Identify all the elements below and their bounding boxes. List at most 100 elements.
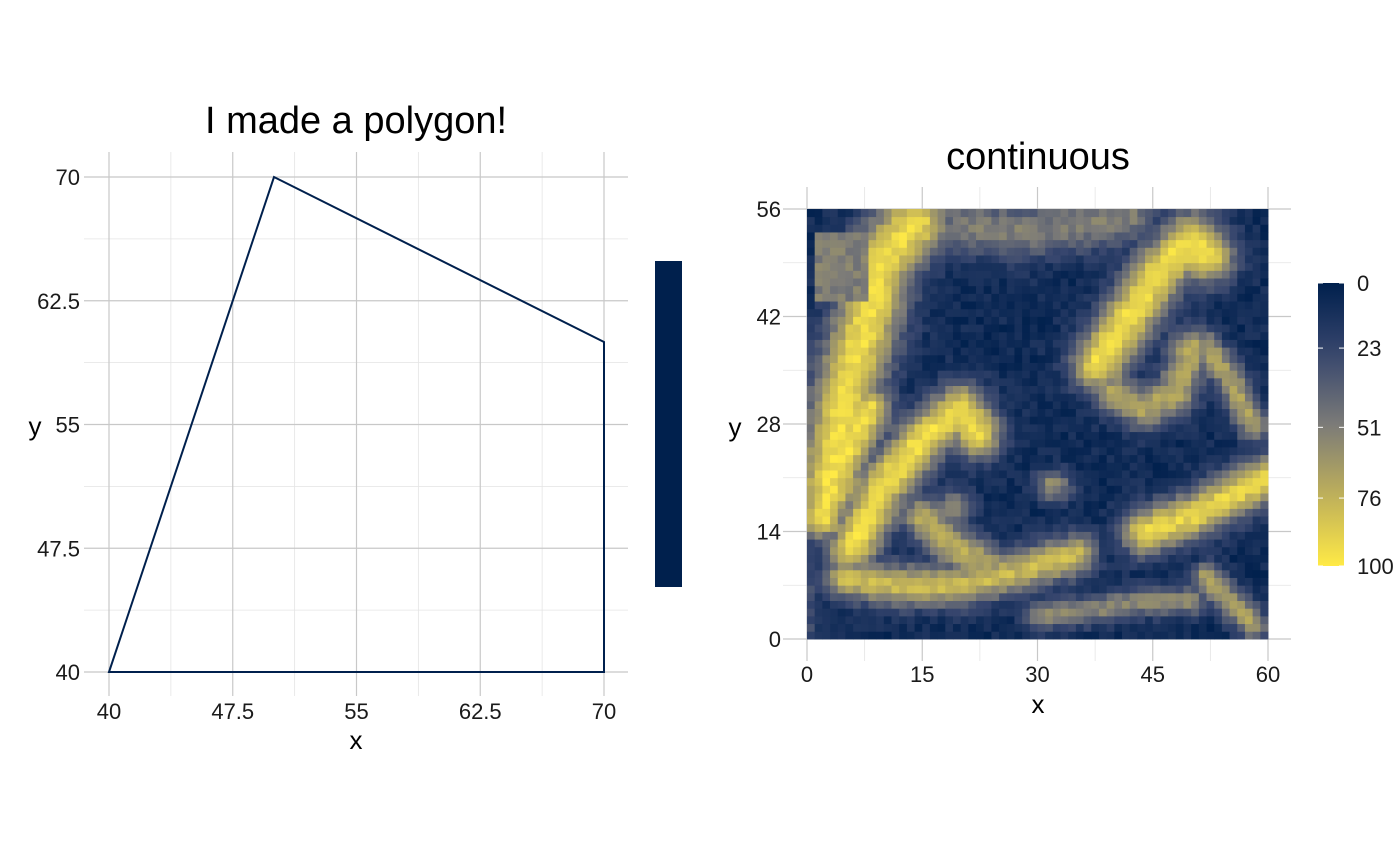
heatmap-cell xyxy=(1083,493,1092,502)
heatmap-cell xyxy=(860,308,869,317)
heatmap-cell xyxy=(1029,470,1038,479)
heatmap-cell xyxy=(845,608,854,617)
heatmap-cell xyxy=(860,454,869,463)
heatmap-cell xyxy=(952,447,962,456)
heatmap-cell xyxy=(1037,232,1046,241)
heatmap-cell xyxy=(1122,631,1131,640)
heatmap-cell xyxy=(906,301,915,310)
heatmap-cell xyxy=(1175,416,1184,425)
polygon-x-axis-title: x xyxy=(350,725,363,755)
heatmap-cell xyxy=(1006,516,1015,525)
heatmap-cell xyxy=(830,447,839,456)
heatmap-cell xyxy=(1183,615,1192,625)
heatmap-cell xyxy=(853,431,862,440)
heatmap-cell xyxy=(891,285,900,294)
heatmap-cell xyxy=(999,424,1008,433)
heatmap-cell xyxy=(1037,531,1046,540)
heatmap-cell xyxy=(1137,293,1146,302)
heatmap-cell xyxy=(1052,377,1061,387)
heatmap-cell xyxy=(1029,400,1038,410)
heatmap-cell xyxy=(807,431,816,440)
heatmap-cell xyxy=(1006,316,1015,325)
heatmap-cell xyxy=(914,531,923,540)
heatmap-cell xyxy=(999,324,1008,333)
heatmap-cell xyxy=(983,370,992,379)
heatmap-cell xyxy=(1060,585,1069,594)
heatmap-cell xyxy=(945,354,954,363)
heatmap-cell xyxy=(1045,224,1054,233)
heatmap-cell xyxy=(976,447,985,456)
heatmap-cell xyxy=(1106,623,1115,632)
heatmap-cell xyxy=(906,209,915,218)
heatmap-cell xyxy=(1160,631,1169,640)
heatmap-cell xyxy=(899,224,908,233)
heatmap-cell xyxy=(807,285,816,294)
heatmap-cell xyxy=(1006,370,1015,379)
heatmap-cell xyxy=(1014,308,1023,317)
heatmap-cell xyxy=(860,278,869,287)
heatmap-cell xyxy=(1083,615,1092,625)
heatmap-cell xyxy=(991,324,1000,333)
heatmap-cell xyxy=(899,370,908,379)
heatmap-cell xyxy=(999,493,1008,502)
heatmap-cell xyxy=(822,493,831,502)
heatmap-cell xyxy=(1129,293,1138,302)
heatmap-cell xyxy=(1014,569,1023,578)
heatmap-cell xyxy=(1175,470,1184,479)
heatmap-cell xyxy=(891,370,900,379)
polygon-title: I made a polygon! xyxy=(205,100,507,142)
heatmap-cell xyxy=(830,424,839,433)
heatmap-cell xyxy=(1014,477,1023,486)
heatmap-cell xyxy=(929,270,939,279)
heatmap-cell xyxy=(845,600,854,609)
heatmap-cell xyxy=(999,278,1008,287)
heatmap-cell xyxy=(999,508,1008,517)
heatmap-cell xyxy=(1083,239,1092,248)
heatmap-cell xyxy=(1237,331,1246,340)
heatmap-cell xyxy=(1037,339,1046,348)
heatmap-cell xyxy=(976,500,985,509)
heatmap-cell xyxy=(876,408,885,417)
heatmap-cell xyxy=(1129,408,1138,417)
heatmap-cell xyxy=(1052,331,1061,340)
heatmap-cell xyxy=(906,485,915,494)
heatmap-cell xyxy=(1068,485,1077,494)
heatmap-cell xyxy=(1152,278,1161,287)
heatmap-cell xyxy=(1160,439,1169,448)
heatmap-cell xyxy=(814,339,823,348)
heatmap-cell xyxy=(1191,623,1200,632)
heatmap-cell xyxy=(1260,354,1269,363)
heatmap-cell xyxy=(868,316,877,325)
heatmap-cell xyxy=(1191,232,1200,241)
heatmap-cell xyxy=(1191,216,1200,225)
heatmap-cell xyxy=(1006,232,1015,241)
heatmap-cell xyxy=(1198,623,1207,632)
heatmap-cell xyxy=(1168,354,1177,363)
heatmap-cell xyxy=(991,308,1000,317)
heatmap-cell xyxy=(1191,500,1200,509)
heatmap-cell xyxy=(1022,232,1031,241)
heatmap-cell xyxy=(883,239,892,248)
heatmap-cell xyxy=(1175,577,1184,586)
heatmap-cell xyxy=(1122,416,1131,425)
heatmap-cell xyxy=(937,262,946,271)
heatmap-cell xyxy=(1075,439,1084,448)
heatmap-cell xyxy=(968,270,977,279)
heatmap-cell xyxy=(1106,408,1115,417)
heatmap-cell xyxy=(899,247,908,256)
heatmap-cell xyxy=(983,308,992,317)
heatmap-cell xyxy=(906,470,915,479)
heatmap-cell xyxy=(937,362,946,371)
heatmap-cell xyxy=(1152,539,1161,548)
heatmap-cell xyxy=(1152,562,1161,571)
heatmap-cell xyxy=(1168,362,1177,371)
heatmap-cell xyxy=(876,592,885,602)
heatmap-cell xyxy=(1229,362,1238,371)
heatmap-cell xyxy=(837,493,846,502)
heatmap-cell xyxy=(1137,424,1146,433)
colorbar-tick-label: 51 xyxy=(1357,415,1381,440)
heatmap-cell xyxy=(999,623,1008,632)
heatmap-cell xyxy=(883,216,892,225)
heatmap-cell xyxy=(837,385,846,394)
